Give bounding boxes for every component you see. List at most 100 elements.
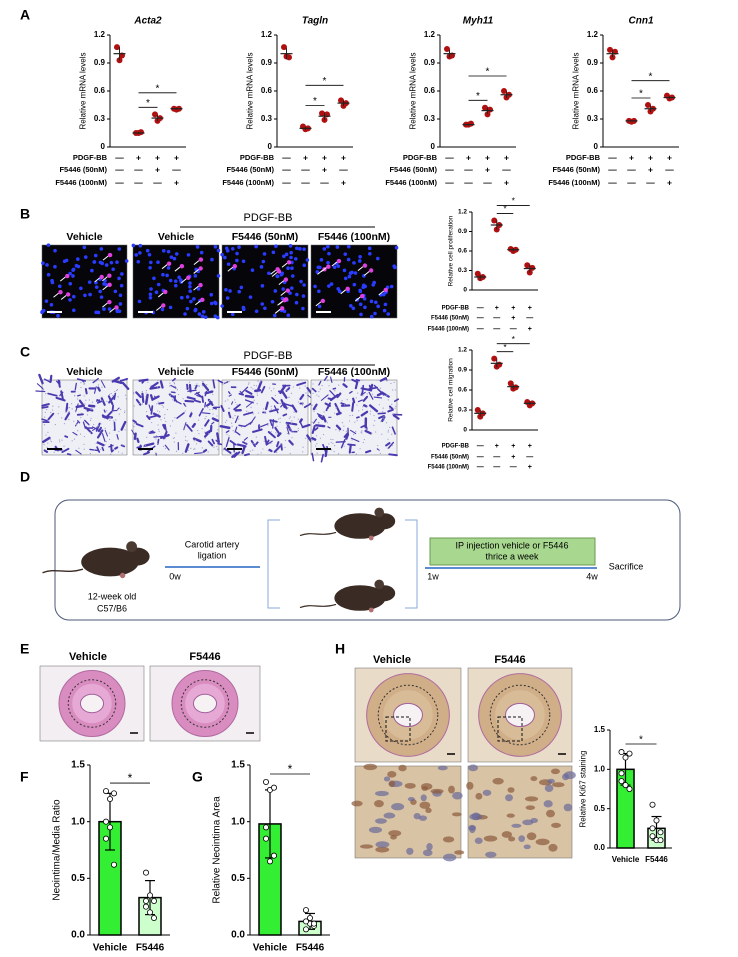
cell [360, 390, 364, 396]
edu-cell [186, 275, 191, 280]
nucleus [165, 273, 169, 278]
cell [184, 443, 190, 453]
pore [145, 392, 147, 394]
cell [193, 399, 202, 403]
diagram-frame [54, 499, 681, 621]
mouse-label: C57/B6 [97, 603, 127, 613]
nucleus [282, 254, 286, 259]
pore [387, 399, 389, 401]
condition-symbol: — [646, 177, 655, 187]
cell [220, 404, 225, 412]
nucleus [201, 310, 206, 314]
nucleus [98, 289, 102, 294]
cell [201, 412, 211, 415]
nucleus [79, 286, 83, 291]
nucleus [87, 280, 92, 284]
nucleus [336, 264, 341, 268]
nucleus [273, 289, 278, 293]
pore [380, 420, 382, 423]
pore [282, 384, 284, 386]
nucleus [332, 265, 337, 269]
pore [173, 382, 175, 384]
pore [316, 443, 318, 445]
pore [338, 384, 340, 386]
micrograph [40, 243, 129, 319]
nucleus [326, 244, 330, 249]
panel-letter: A [20, 7, 30, 23]
cell [468, 764, 479, 772]
pore [307, 403, 309, 405]
y-tick-label: 0 [463, 427, 467, 434]
image-label: F5446 (50nM) [232, 231, 299, 243]
y-tick-label: 0.9 [458, 228, 467, 235]
cell [150, 381, 159, 389]
cell [526, 832, 537, 841]
pore [275, 422, 277, 424]
cell [60, 390, 64, 400]
nucleus [289, 255, 293, 260]
condition-symbol: — [301, 177, 310, 187]
cell [189, 412, 193, 418]
pore [330, 441, 332, 443]
cell [287, 422, 298, 426]
nucleus [53, 248, 57, 253]
pore [133, 405, 135, 407]
cell [523, 844, 531, 850]
y-tick-label: 1.2 [261, 30, 273, 39]
media [377, 684, 439, 746]
pore [257, 453, 259, 455]
data-point [142, 898, 149, 905]
cell [505, 794, 513, 802]
nucleus [49, 303, 54, 307]
pore [394, 389, 396, 391]
edu-cell [286, 260, 292, 265]
cell [406, 847, 414, 855]
pore [316, 452, 318, 454]
cell [111, 449, 115, 453]
pore [80, 416, 82, 419]
pore [145, 410, 148, 413]
cell [141, 380, 145, 384]
pore [362, 409, 364, 411]
data-point [262, 779, 269, 786]
cell [74, 421, 79, 427]
pore [297, 401, 300, 403]
pore [177, 393, 180, 396]
pore [132, 424, 134, 427]
nucleus [288, 291, 292, 295]
mouse-body [334, 585, 386, 611]
cell [430, 788, 444, 794]
pore [133, 393, 135, 395]
pore [270, 442, 272, 445]
pore [304, 385, 306, 387]
cell [227, 391, 231, 395]
pore [387, 447, 389, 449]
mouse-foot [368, 607, 374, 613]
condition-label: PDGF-BB [566, 153, 601, 162]
cell [188, 383, 192, 393]
cell [152, 412, 161, 418]
data-point [281, 44, 287, 51]
data-point [319, 110, 325, 117]
cell [241, 386, 249, 394]
pore [166, 408, 169, 411]
condition-symbol: + [528, 305, 532, 312]
pore [100, 423, 102, 425]
nucleus [99, 295, 104, 299]
pore [217, 448, 219, 450]
condition-symbol: — [526, 315, 533, 322]
nucleus [327, 284, 331, 288]
data-point [107, 796, 114, 803]
pore [250, 386, 252, 389]
condition-symbol: — [510, 326, 517, 333]
pore [103, 417, 106, 420]
cell [522, 819, 534, 826]
edu-cell [163, 289, 168, 295]
mouse-ear [126, 541, 137, 553]
pore [204, 431, 206, 433]
pore [255, 436, 257, 438]
data-point [302, 907, 309, 914]
y-tick-label: 0.0 [231, 930, 245, 941]
pore [371, 432, 373, 435]
pore [356, 404, 358, 406]
